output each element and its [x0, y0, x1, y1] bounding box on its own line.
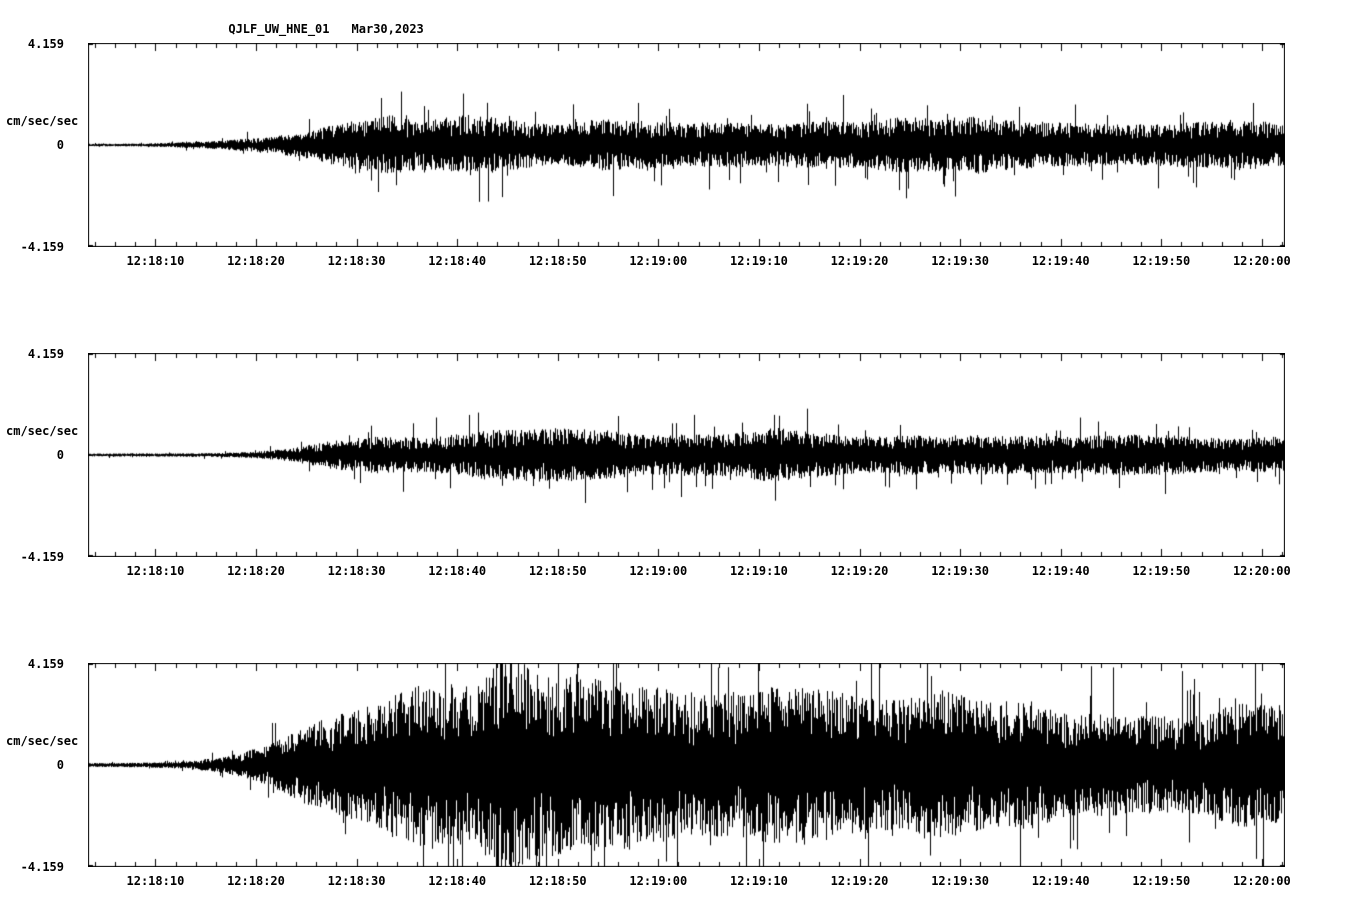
x-tick-label: 12:19:50: [1132, 254, 1191, 268]
x-tick-label: 12:19:10: [730, 874, 788, 888]
waveform-canvas-hne: [88, 43, 1285, 247]
y-axis-max-label: 4.159: [27, 657, 64, 671]
x-tick-label: 12:18:30: [327, 874, 386, 888]
x-tick-label: 12:19:20: [830, 874, 889, 888]
y-axis-min-label: -4.159: [20, 550, 64, 564]
x-tick-label: 12:20:00: [1232, 564, 1291, 578]
x-axis-tick-labels: 12:18:10 12:18:20 12:18:30 12:18:40 12:18:50…: [88, 254, 1290, 270]
x-tick-label: 12:18:10: [126, 874, 185, 888]
plot-area-hnn: [88, 353, 1285, 557]
waveform-canvas-hnn: [88, 353, 1285, 557]
x-tick-label: 12:19:40: [1031, 564, 1090, 578]
x-tick-label: 12:19:00: [629, 564, 688, 578]
x-tick-label: 12:18:30: [327, 254, 386, 268]
y-axis-min-label: -4.159: [20, 240, 64, 254]
y-axis-unit-label: cm/sec/sec: [6, 424, 79, 438]
x-tick-label: 12:19:40: [1031, 874, 1090, 888]
x-tick-label: 12:18:50: [528, 874, 587, 888]
seismogram-panel-hne: QJLF_UW_HNE_01 Mar30,2023 4.159 cm/sec/se…: [0, 0, 1358, 300]
x-tick-label: 12:18:40: [428, 254, 487, 268]
y-axis-max-label: 4.159: [27, 37, 64, 51]
plot-area-hne: [88, 43, 1285, 247]
x-tick-label: 12:18:10: [126, 254, 185, 268]
x-tick-label: 12:19:30: [931, 254, 989, 268]
date-label: Mar30,2023: [351, 22, 424, 36]
x-tick-label: 12:18:40: [428, 874, 487, 888]
waveform-canvas-hnz: [88, 663, 1285, 867]
x-tick-label: 12:19:20: [830, 254, 889, 268]
x-tick-label: 12:18:50: [528, 254, 587, 268]
x-axis-tick-labels: 12:18:10 12:18:20 12:18:30 12:18:40 12:18:50…: [88, 874, 1290, 890]
y-axis-zero-label: 0: [56, 758, 64, 772]
x-tick-label: 12:18:20: [227, 564, 285, 578]
x-tick-label: 12:19:10: [730, 254, 788, 268]
x-tick-label: 12:18:10: [126, 564, 185, 578]
x-tick-label: 12:19:50: [1132, 874, 1191, 888]
x-tick-label: 12:19:00: [629, 254, 688, 268]
x-tick-label: 12:18:20: [227, 874, 285, 888]
x-axis-tick-labels: 12:18:10 12:18:20 12:18:30 12:18:40 12:18:50…: [88, 564, 1290, 580]
plot-area-hnz: [88, 663, 1285, 867]
x-tick-label: 12:18:50: [528, 564, 587, 578]
y-axis-max-label: 4.159: [27, 347, 64, 361]
x-tick-label: 12:19:50: [1132, 564, 1191, 578]
x-tick-label: 12:18:40: [428, 564, 487, 578]
x-tick-label: 12:18:20: [227, 254, 285, 268]
station-label: QJLF_UW_HNE_01: [228, 22, 330, 36]
y-axis-unit-label: cm/sec/sec: [6, 114, 79, 128]
x-tick-label: 12:19:40: [1031, 254, 1090, 268]
x-tick-label: 12:19:30: [931, 874, 989, 888]
y-axis-min-label: -4.159: [20, 860, 64, 874]
y-axis-zero-label: 0: [56, 448, 64, 462]
x-tick-label: 12:20:00: [1232, 254, 1291, 268]
x-tick-label: 12:18:30: [327, 564, 386, 578]
y-axis-unit-label: cm/sec/sec: [6, 734, 79, 748]
x-tick-label: 12:19:10: [730, 564, 788, 578]
panel-title: QJLF_UW_HNE_01 Mar30,2023: [185, 8, 424, 50]
x-tick-label: 12:19:20: [830, 564, 889, 578]
x-tick-label: 12:20:00: [1232, 874, 1291, 888]
x-tick-label: 12:19:00: [629, 874, 688, 888]
y-axis-zero-label: 0: [56, 138, 64, 152]
x-tick-label: 12:19:30: [931, 564, 989, 578]
